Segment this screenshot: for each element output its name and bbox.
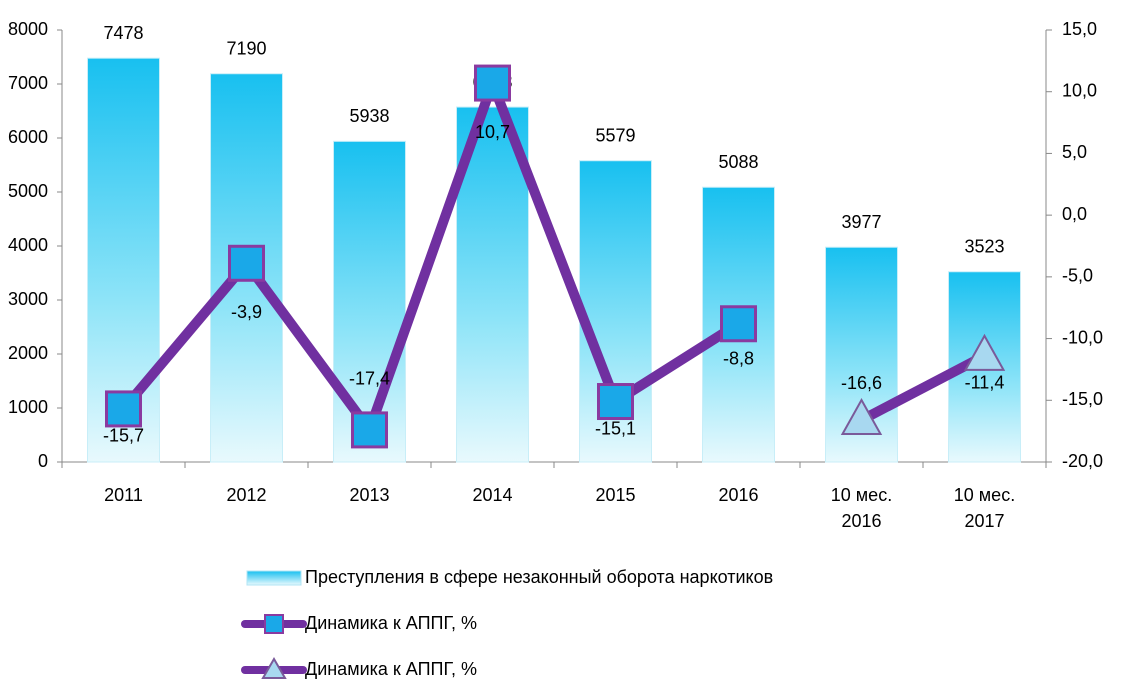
- y-tick-label: 3000: [8, 289, 48, 309]
- bar-value-label: 7190: [226, 38, 266, 58]
- y-tick-label: 1000: [8, 397, 48, 417]
- y2-tick-label: 10,0: [1062, 80, 1097, 100]
- bar-value-label: 5938: [349, 106, 389, 126]
- line-value-label: -8,8: [723, 349, 754, 369]
- x-tick-label: 10 мес. 2016: [831, 485, 892, 531]
- y-tick-label: 7000: [8, 73, 48, 93]
- legend-swatch: [246, 570, 302, 586]
- bar-value-label: 3977: [841, 212, 881, 232]
- x-tick-label: 2012: [226, 485, 266, 505]
- legend-label: Динамика к АППГ, %: [305, 659, 477, 679]
- square-marker: [105, 390, 142, 428]
- line: [119, 78, 742, 435]
- x-tick-label: 2016: [718, 485, 758, 505]
- triangle-marker: [963, 333, 1006, 371]
- line-value-label: -3,9: [231, 302, 262, 322]
- y2-tick-label: -5,0: [1062, 266, 1093, 286]
- y2-tick-label: 5,0: [1062, 142, 1087, 162]
- legend-label: Преступления в сфере незаконный оборота …: [305, 567, 773, 587]
- x-tick-label: 2014: [472, 485, 512, 505]
- y-tick-label: 0: [38, 451, 48, 471]
- line-value-label: -17,4: [349, 369, 390, 389]
- y-tick-label: 8000: [8, 19, 48, 39]
- line-value-label: -15,1: [595, 418, 636, 438]
- square-marker: [228, 244, 265, 282]
- bar-value-label: 5579: [595, 125, 635, 145]
- x-tick-label: 10 мес. 2017: [954, 485, 1015, 531]
- y-tick-label: 6000: [8, 127, 48, 147]
- legend-marker: [264, 614, 284, 634]
- square-marker: [351, 411, 388, 449]
- bar: [456, 106, 529, 463]
- y2-tick-label: -15,0: [1062, 389, 1103, 409]
- bar-value-label: 3523: [964, 237, 1004, 257]
- x-tick-label: 2015: [595, 485, 635, 505]
- y2-tick-label: 0,0: [1062, 204, 1087, 224]
- y-tick-label: 4000: [8, 235, 48, 255]
- triangle-marker: [840, 397, 883, 436]
- square-marker: [720, 305, 757, 343]
- y2-tick-label: -10,0: [1062, 327, 1103, 347]
- bar-value-label: 7478: [103, 23, 143, 43]
- line: [859, 351, 987, 425]
- y2-tick-label: -20,0: [1062, 451, 1103, 471]
- x-tick-label: 2011: [104, 485, 143, 505]
- x-tick-label: 2013: [349, 485, 389, 505]
- y-tick-label: 5000: [8, 181, 48, 201]
- line-value-label: 10,7: [475, 122, 510, 142]
- legend-marker: [261, 657, 287, 679]
- line-value-label: -15,7: [103, 426, 144, 446]
- bar: [333, 140, 406, 463]
- y2-tick-label: 15,0: [1062, 19, 1097, 39]
- line-value-label: -16,6: [841, 373, 882, 393]
- legend-label: Динамика к АППГ, %: [305, 613, 477, 633]
- bar-value-label: 5088: [718, 152, 758, 172]
- square-marker: [597, 383, 634, 421]
- line-value-label: -11,4: [965, 373, 1005, 393]
- square-marker: [474, 64, 511, 102]
- y-tick-label: 2000: [8, 343, 48, 363]
